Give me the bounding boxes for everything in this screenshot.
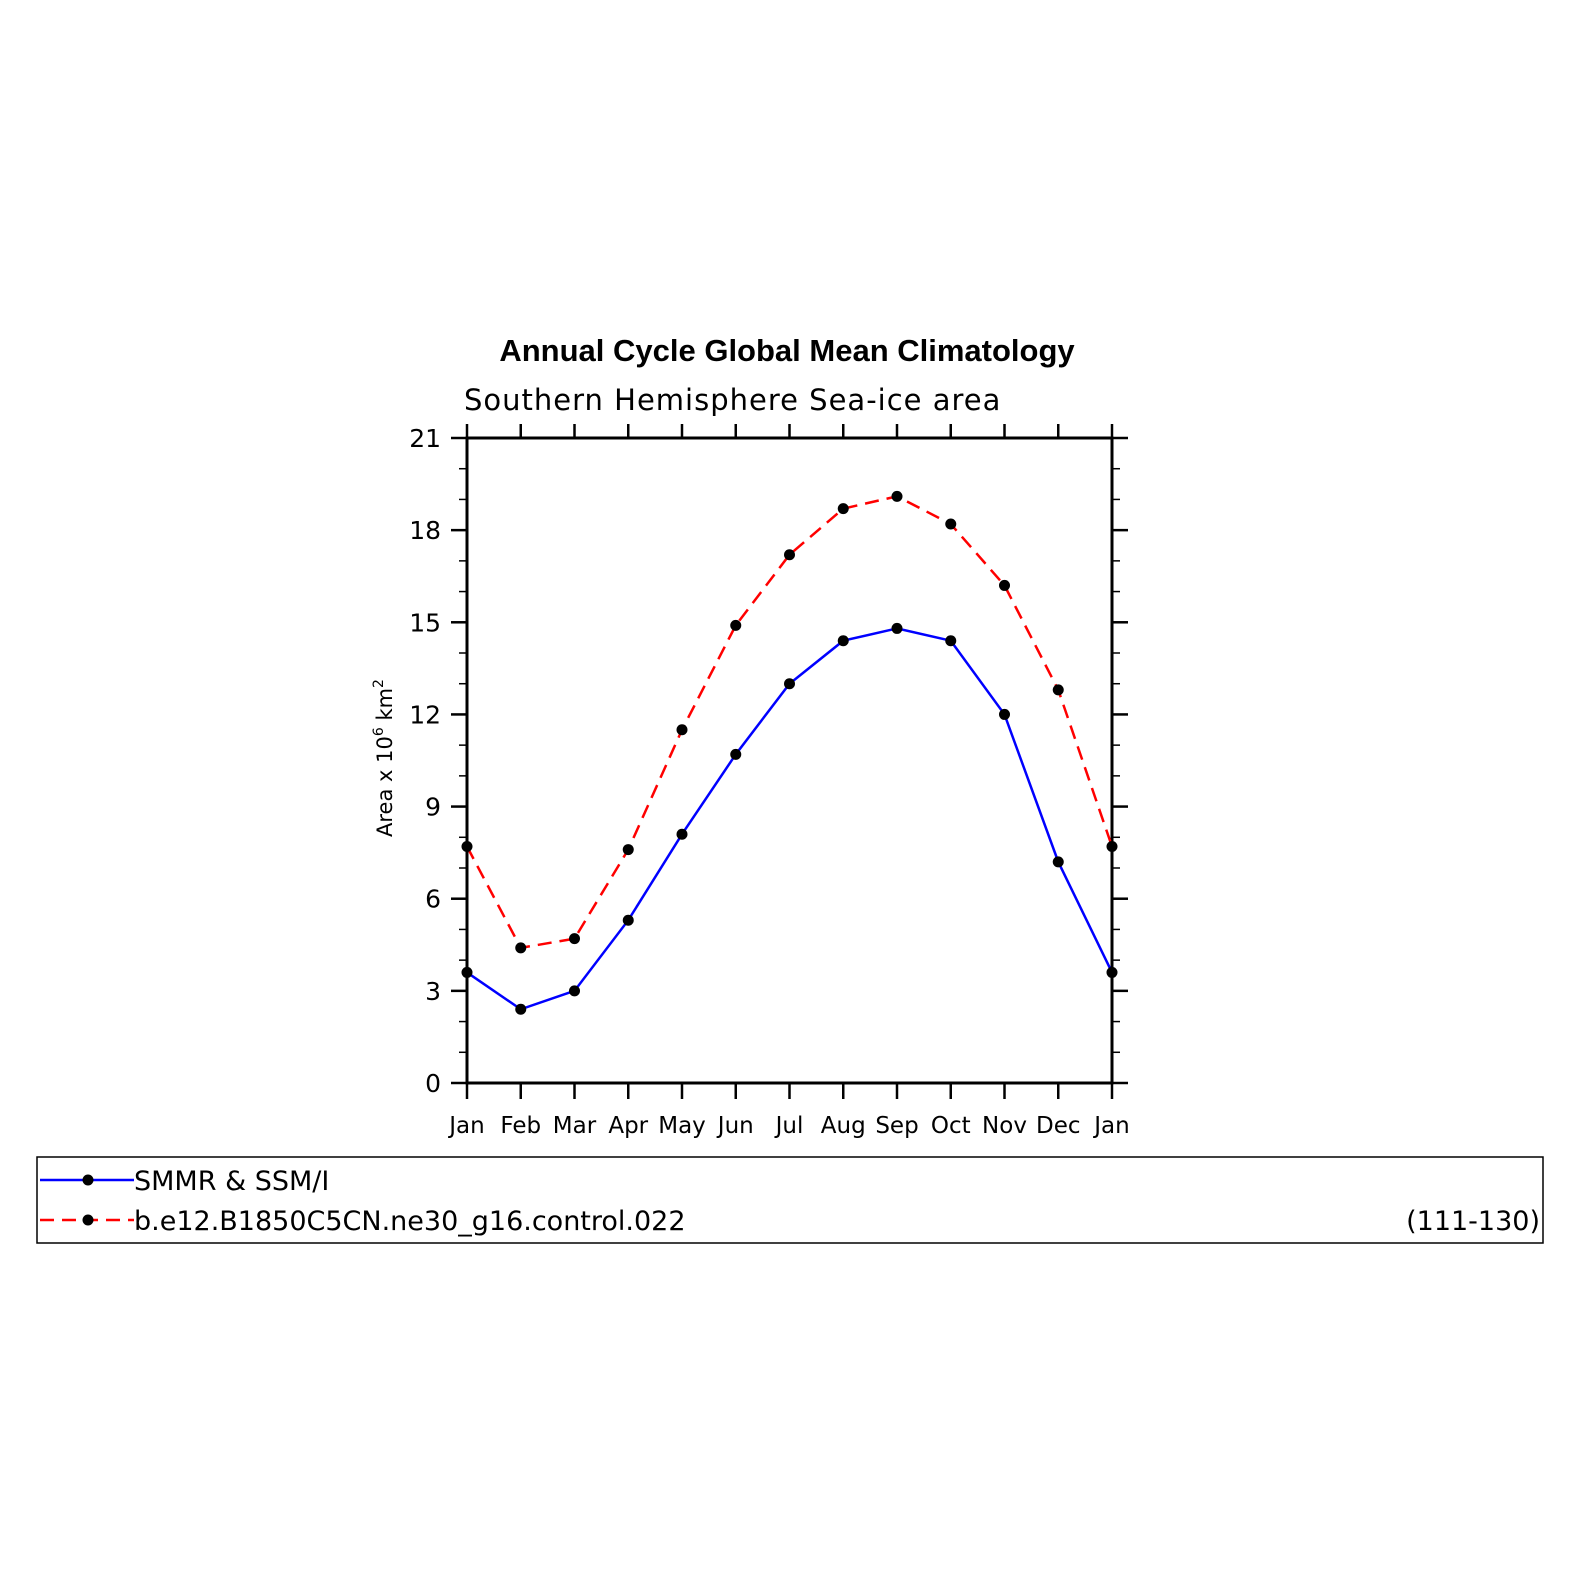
- series-point-1-4: [676, 724, 688, 736]
- y-axis-label: Area x 106 km2: [371, 679, 397, 837]
- y-tick-label-4: 12: [409, 700, 441, 729]
- y-tick-label-5: 15: [409, 608, 441, 637]
- x-axis-ticks: Jan Feb Mar Apr May Jun Jul Aug Sep Oct Nov Dec Jan: [447, 424, 1130, 1139]
- series-point-1-6: [784, 549, 795, 561]
- legend-marker-smmr: [82, 1174, 94, 1186]
- legend-label-model: b.e12.B1850C5CN.ne30_g16.control.022: [134, 1206, 686, 1237]
- y-tick-label-2: 6: [425, 885, 441, 914]
- chart-subtitle: Southern Hemisphere Sea-ice area: [464, 383, 1001, 417]
- x-tick-label-5: Jun: [716, 1113, 754, 1139]
- x-tick-label-3: Apr: [608, 1113, 648, 1139]
- x-tick-label-8: Sep: [875, 1113, 918, 1139]
- x-tick-label-2: Mar: [553, 1113, 597, 1139]
- series-point-0-5: [730, 748, 742, 760]
- series-point-0-9: [945, 635, 957, 647]
- series-point-0-0: [461, 966, 473, 978]
- series-point-1-3: [622, 844, 634, 856]
- x-tick-label-4: May: [658, 1113, 706, 1139]
- series-line-b-e12-b1850c5cn-ne30-g16-control-022: [465, 495, 1114, 950]
- series-point-0-2: [569, 985, 580, 997]
- x-tick-label-12: Jan: [1092, 1113, 1129, 1139]
- y-tick-label-6: 18: [409, 516, 441, 545]
- x-tick-label-7: Aug: [821, 1113, 866, 1139]
- series-point-0-3: [622, 914, 634, 926]
- legend-marker-model: [82, 1214, 94, 1226]
- series-point-0-8: [891, 622, 903, 634]
- series-point-1-2: [569, 933, 580, 945]
- series-point-0-1: [515, 1003, 527, 1015]
- series-point-0-11: [1052, 856, 1064, 868]
- plot-frame: [465, 436, 1114, 1085]
- y-axis-label-unit-exp: 2: [371, 679, 387, 688]
- legend-note: (111-130): [1406, 1206, 1540, 1237]
- y-tick-label-1: 3: [425, 977, 441, 1006]
- series-point-1-11: [1052, 684, 1064, 696]
- y-tick-label-0: 0: [425, 1069, 441, 1098]
- series-point-1-9: [945, 518, 957, 530]
- series-point-0-6: [784, 678, 795, 690]
- series-point-1-0: [461, 841, 473, 852]
- series-point-0-4: [676, 828, 688, 840]
- x-tick-label-10: Nov: [982, 1113, 1027, 1139]
- x-tick-label-11: Dec: [1036, 1113, 1081, 1139]
- series-point-0-12: [1106, 966, 1118, 978]
- x-tick-label-9: Oct: [931, 1113, 971, 1139]
- y-tick-label-7: 21: [409, 424, 441, 453]
- series-point-0-7: [837, 635, 849, 647]
- x-tick-label-6: Jul: [774, 1113, 804, 1139]
- x-tick-label-1: Feb: [500, 1113, 541, 1139]
- series-point-1-5: [730, 619, 742, 631]
- series-point-1-7: [837, 503, 849, 515]
- plot-axes: [465, 436, 1114, 1085]
- y-axis-label-exp: 6: [371, 727, 387, 736]
- y-tick-label-3: 9: [425, 793, 441, 822]
- series-layer: [461, 490, 1118, 1015]
- chart-title: Annual Cycle Global Mean Climatology: [499, 333, 1075, 368]
- series-point-1-8: [891, 490, 903, 502]
- series-point-0-10: [999, 708, 1010, 720]
- series-point-1-12: [1106, 841, 1118, 852]
- legend-box: [36, 1156, 1544, 1244]
- legend: SMMR & SSM/I b.e12.B1850C5CN.ne30_g16.co…: [36, 1156, 1544, 1244]
- y-axis-label-unit: km: [373, 688, 397, 727]
- y-axis-label-main: Area x 10: [373, 736, 397, 837]
- y-axis-ticks: 0 3 6 9 12 15 18 21: [409, 424, 1128, 1098]
- series-point-1-10: [999, 579, 1010, 591]
- x-tick-label-0: Jan: [447, 1113, 484, 1139]
- series-point-1-1: [515, 942, 527, 954]
- legend-label-smmr: SMMR & SSM/I: [134, 1166, 329, 1197]
